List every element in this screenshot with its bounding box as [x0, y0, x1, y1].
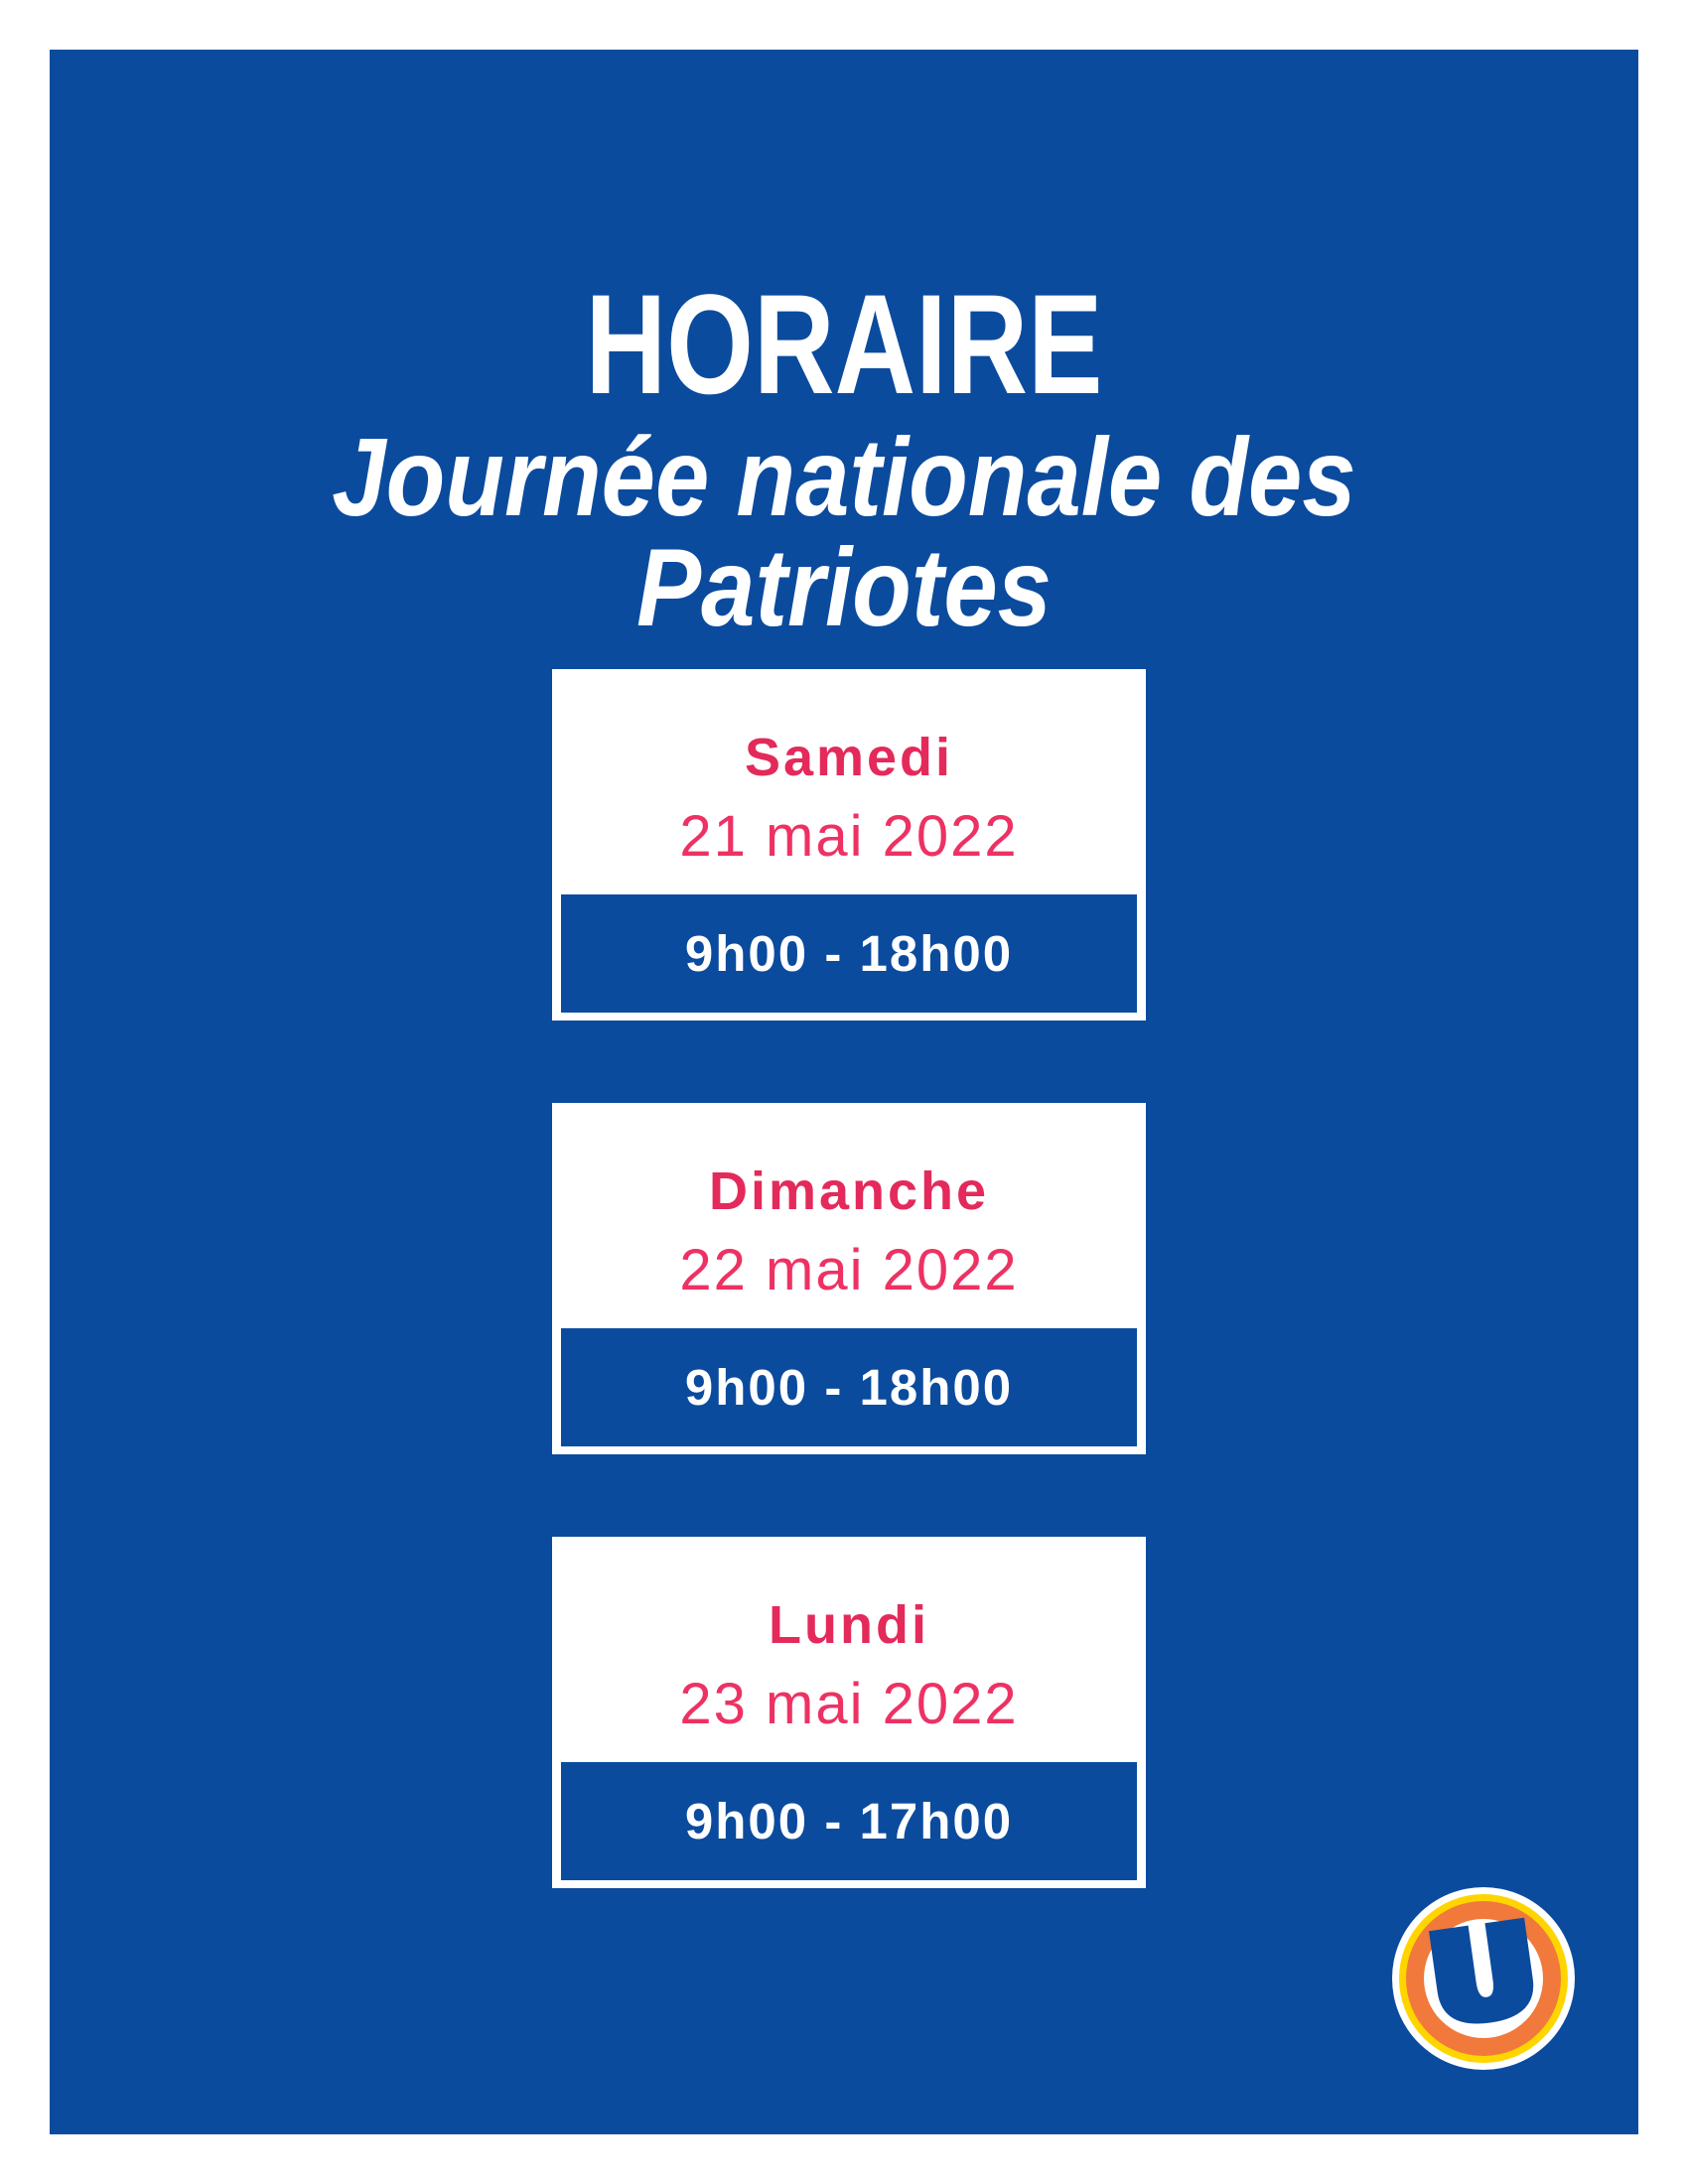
schedule-card-dimanche: Dimanche 22 mai 2022 9h00 - 18h00: [552, 1103, 1146, 1454]
schedule-card-lundi: Lundi 23 mai 2022 9h00 - 17h00: [552, 1537, 1146, 1888]
hours-banner: 9h00 - 17h00: [561, 1762, 1137, 1880]
date-label: 21 mai 2022: [679, 804, 1019, 869]
poster-background: HORAIRE Journée nationale des Patriotes …: [50, 50, 1638, 2134]
hours-banner: 9h00 - 18h00: [561, 894, 1137, 1013]
date-label: 22 mai 2022: [679, 1238, 1019, 1302]
poster-subtitle: Journée nationale des Patriotes: [332, 416, 1356, 649]
hours-label: 9h00 - 17h00: [684, 1793, 1014, 1849]
uniprix-logo: [1392, 1887, 1575, 2070]
schedule-card-samedi: Samedi 21 mai 2022 9h00 - 18h00: [552, 669, 1146, 1021]
day-label: Dimanche: [708, 1161, 990, 1221]
logo-u-letter: [1429, 1917, 1534, 2024]
hours-banner: 9h00 - 18h00: [561, 1328, 1137, 1446]
poster-title: HORAIRE: [585, 266, 1103, 424]
day-label: Lundi: [769, 1595, 929, 1655]
day-label: Samedi: [744, 728, 954, 787]
hours-label: 9h00 - 18h00: [684, 1359, 1014, 1416]
hours-label: 9h00 - 18h00: [684, 925, 1014, 982]
date-label: 23 mai 2022: [679, 1672, 1019, 1736]
